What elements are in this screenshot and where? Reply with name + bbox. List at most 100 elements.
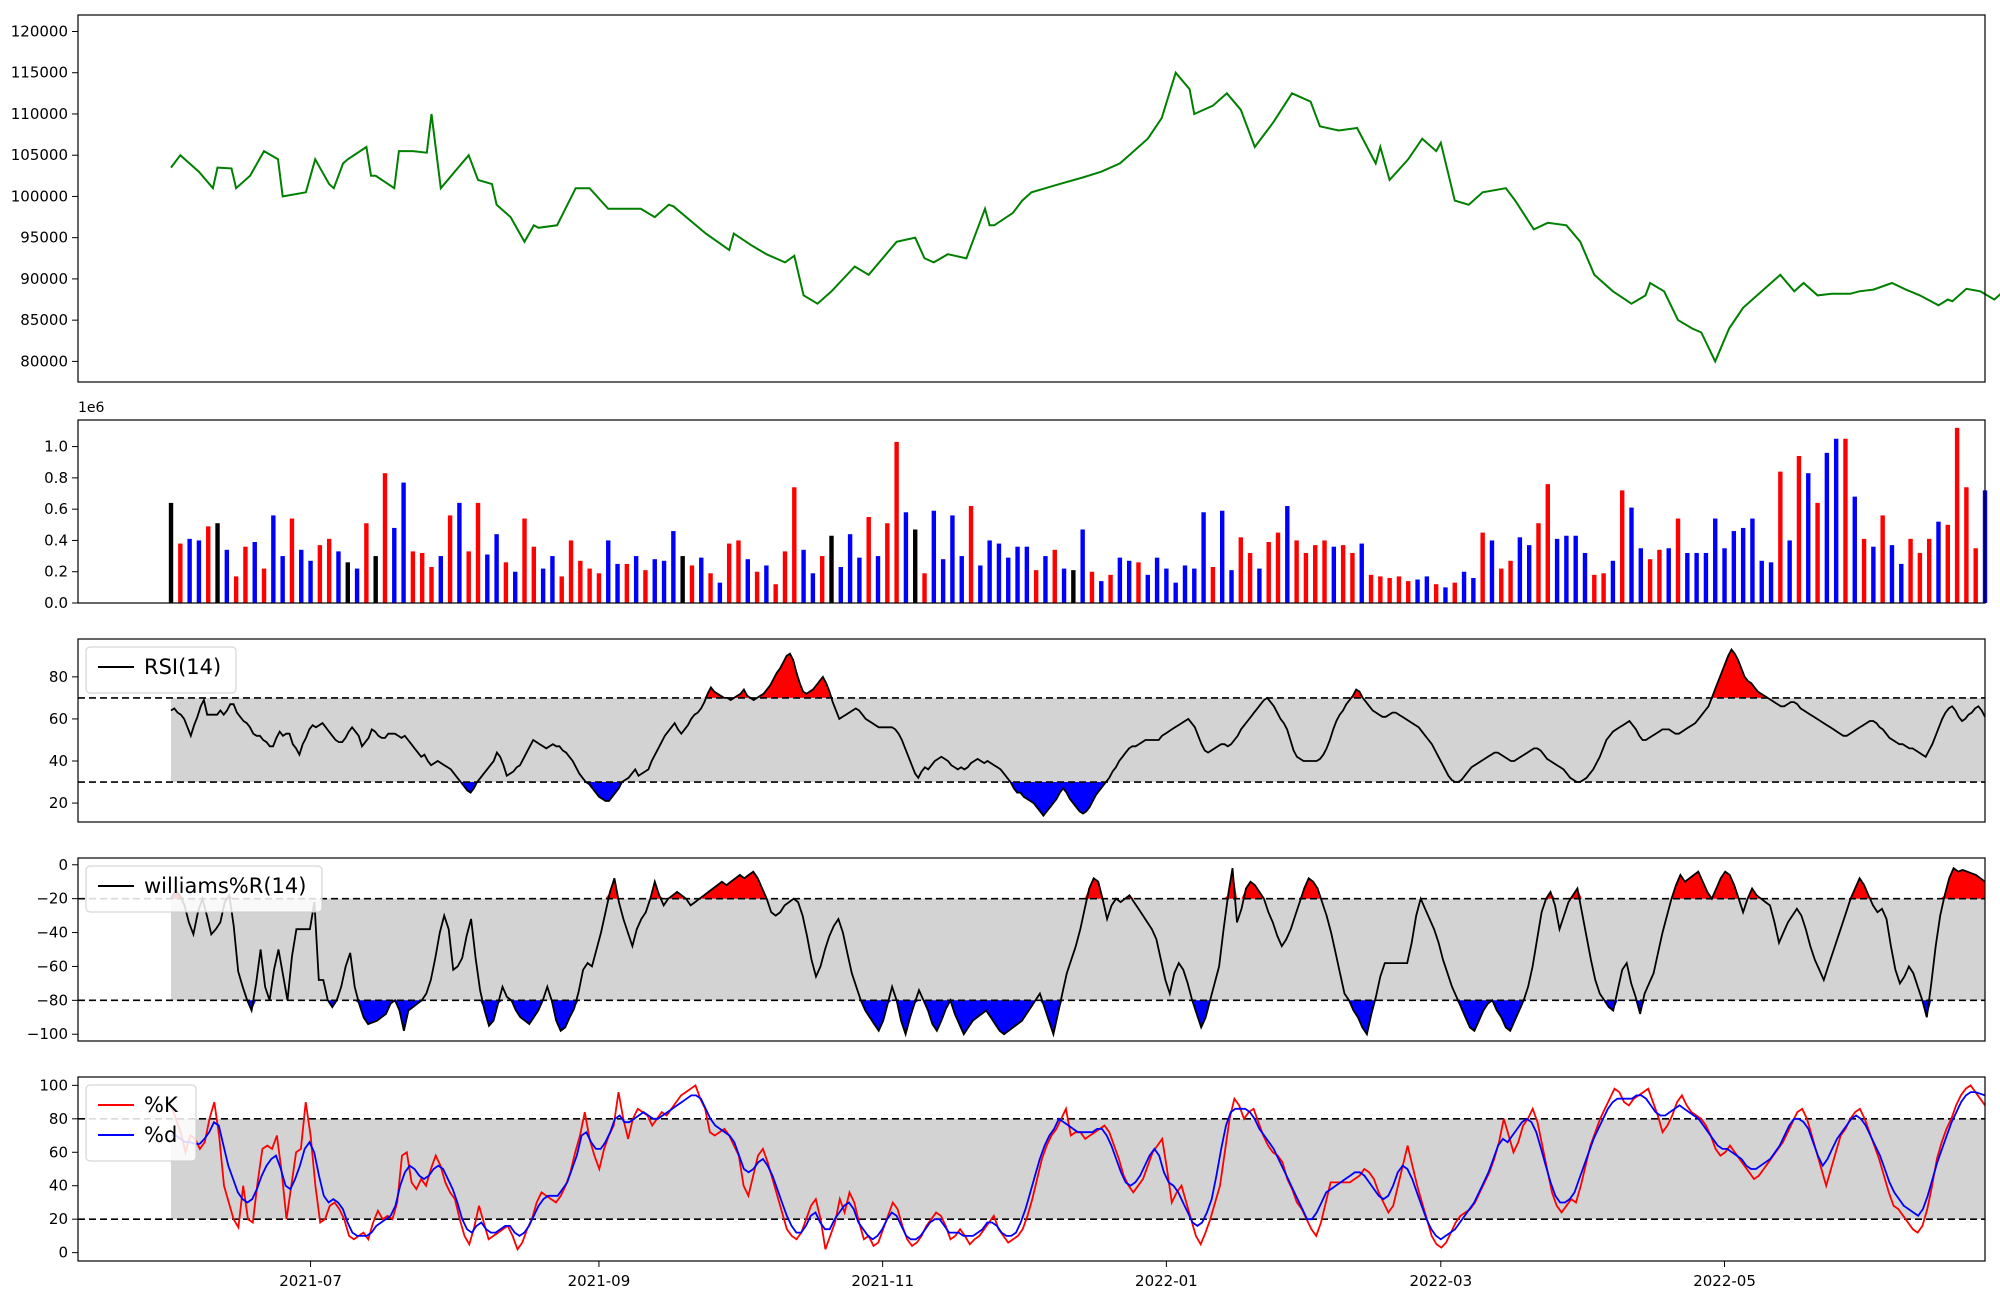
x-tick-label: 2021-11 — [851, 1272, 914, 1290]
volume-bar — [345, 562, 350, 603]
volume-bar — [1694, 552, 1699, 603]
stoch-neutral-band — [171, 1118, 1985, 1220]
volume-bar — [1582, 552, 1588, 603]
volume-bar — [1043, 556, 1048, 603]
volume-bar — [894, 441, 899, 603]
y-tick-label: 105000 — [11, 146, 68, 164]
legend-label: RSI(14) — [144, 655, 221, 679]
volume-bar — [419, 552, 425, 603]
volume-bar — [1973, 548, 1978, 603]
volume-bar — [1443, 587, 1448, 603]
volume-bar — [1406, 581, 1411, 603]
volume-bar — [792, 487, 797, 603]
y-tick-label: 120000 — [11, 22, 68, 40]
panel-frame — [77, 1076, 1986, 1262]
volume-bar — [1145, 574, 1150, 603]
volume-bar — [1052, 549, 1057, 603]
volume-bar — [866, 516, 871, 603]
williams-line — [170, 866, 1986, 1038]
shared-x-axis: 2021-07 2021-09 2021-11 2022-01 2022-03 2022-… — [279, 1261, 1756, 1290]
volume-bar — [410, 551, 416, 603]
volume-bar — [1201, 512, 1206, 603]
volume-bar — [438, 556, 443, 603]
volume-bar — [1750, 518, 1755, 603]
volume-bar — [382, 473, 388, 603]
volume-bar — [447, 515, 453, 603]
y-tick-label: 0.6 — [44, 500, 68, 518]
volume-bar — [1638, 548, 1644, 603]
y-tick-label: 80000 — [20, 352, 68, 370]
volume-bar — [233, 576, 239, 603]
y-tick-label: −100 — [27, 1025, 68, 1043]
y-tick-label: 20 — [49, 1210, 68, 1228]
volume-bar — [1006, 557, 1011, 603]
volume-bar — [1313, 545, 1318, 603]
volume-bar — [1666, 548, 1671, 603]
volume-bar — [764, 565, 769, 603]
volume-bar — [987, 540, 992, 603]
volume-bar — [1061, 568, 1067, 603]
volume-bar — [243, 546, 248, 603]
volume-bar — [1713, 518, 1718, 603]
legend: williams%R(14) — [85, 865, 323, 913]
volume-bar — [196, 540, 202, 603]
stoch-d-line — [171, 1091, 1986, 1241]
volume-bar — [1536, 523, 1541, 603]
volume-bar — [1071, 570, 1076, 603]
y-tick-label: 100000 — [11, 187, 68, 205]
volume-bar — [1238, 537, 1244, 603]
volume-bar — [606, 540, 611, 603]
volume-bar — [1685, 552, 1690, 603]
volume-bar — [1471, 577, 1476, 603]
volume-bar — [1871, 546, 1876, 603]
volume-bar — [643, 570, 648, 603]
legend-label: %d — [144, 1123, 177, 1147]
volume-bar — [615, 563, 620, 603]
volume-bar — [1294, 540, 1299, 603]
volume-bar — [1889, 545, 1895, 603]
volume-bar — [1954, 427, 1960, 603]
y-tick-label: 0 — [58, 856, 68, 874]
volume-bar — [1126, 560, 1132, 603]
y-tick-label: −80 — [36, 991, 68, 1009]
legend-box — [85, 646, 237, 694]
volume-bar — [354, 568, 360, 603]
volume-bar — [326, 538, 332, 603]
volume-bar — [578, 560, 583, 603]
volume-bar — [810, 573, 816, 603]
volume-bar — [522, 518, 527, 603]
volume-bar — [1908, 538, 1913, 603]
volume-bar — [475, 502, 481, 603]
volume-bar — [568, 540, 574, 603]
volume-scale-offset: 1e6 — [78, 400, 105, 416]
legend-box — [85, 1084, 197, 1162]
volume-bar — [1368, 574, 1374, 603]
volume-bar — [1601, 573, 1606, 603]
y-tick-label: 0.0 — [44, 594, 68, 612]
x-tick-label: 2022-01 — [1135, 1272, 1198, 1290]
volume-bar — [1759, 560, 1764, 603]
volume-bar — [773, 584, 778, 603]
volume-bar — [1275, 532, 1281, 603]
volume-bar — [392, 527, 397, 603]
chart-panels: 80000 85000 90000 95000 100000 105000 110000 11… — [11, 14, 2000, 1262]
volume-bar — [875, 556, 881, 603]
volume-bar — [1024, 546, 1030, 603]
volume-bar — [1675, 518, 1681, 603]
volume-bar — [1117, 557, 1123, 603]
volume-bar — [717, 582, 723, 603]
volume-bar — [513, 571, 518, 603]
y-tick-label: 60 — [49, 1143, 68, 1161]
volume-bar — [1517, 537, 1523, 603]
volume-bar — [559, 576, 564, 603]
y-tick-label: 40 — [49, 752, 68, 770]
volume-bar — [652, 559, 657, 603]
volume-bar — [661, 560, 667, 603]
y-tick-label: 95000 — [20, 229, 68, 247]
volume-bar — [1210, 567, 1216, 603]
volume-bar — [1015, 546, 1020, 603]
volume-bar — [1415, 579, 1420, 603]
y-tick-label: 60 — [49, 710, 68, 728]
volume-bar — [1331, 546, 1337, 603]
volume-bar — [1833, 438, 1839, 603]
